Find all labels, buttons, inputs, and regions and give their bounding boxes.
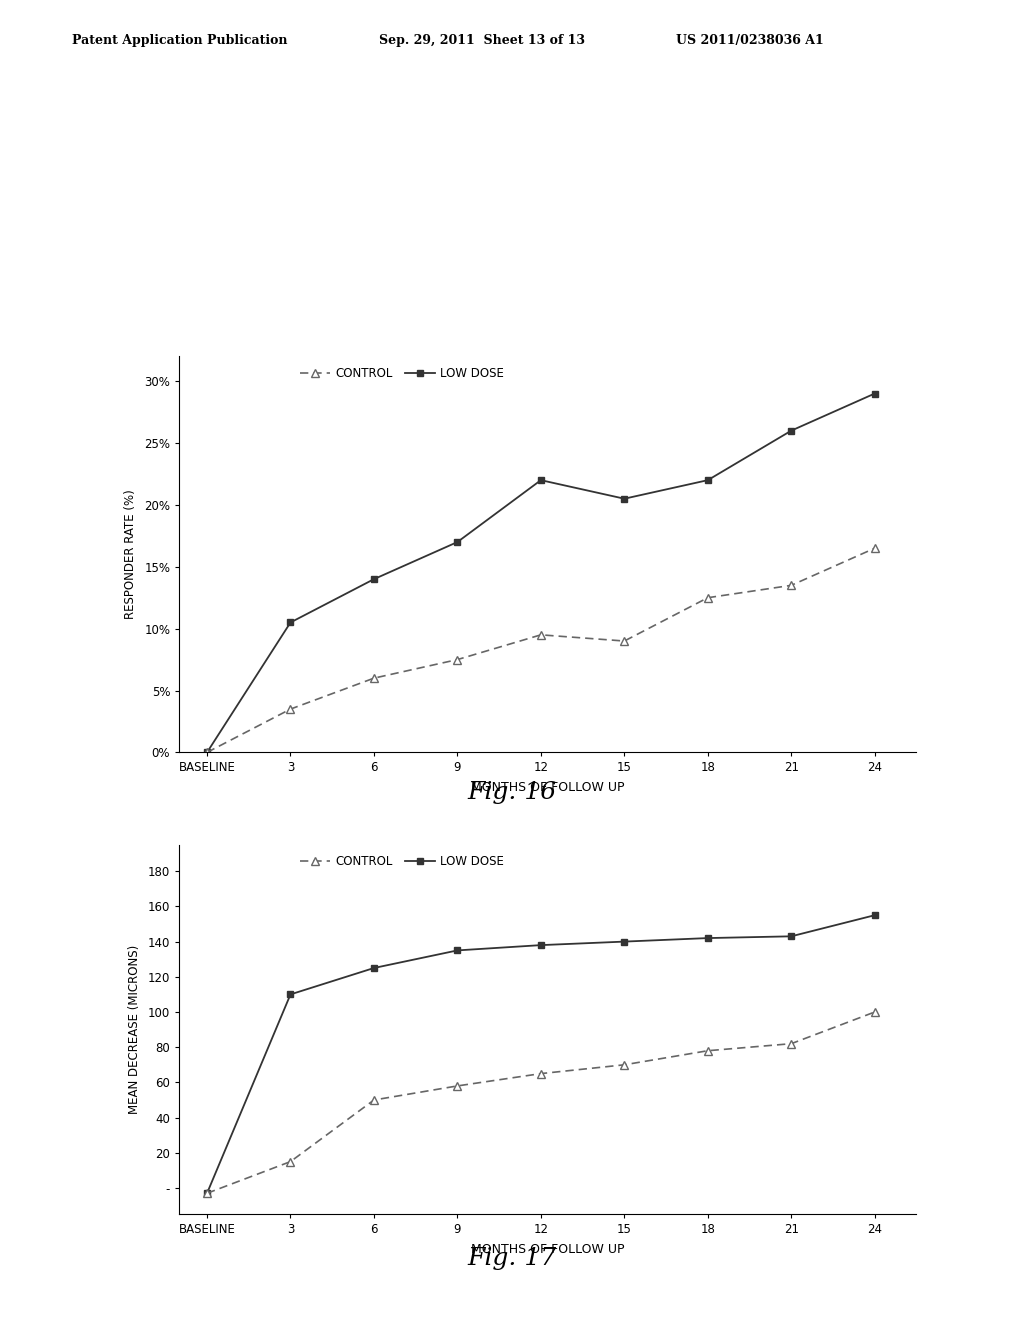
Text: US 2011/0238036 A1: US 2011/0238036 A1 — [676, 33, 823, 46]
Text: Patent Application Publication: Patent Application Publication — [72, 33, 287, 46]
Legend: CONTROL, LOW DOSE: CONTROL, LOW DOSE — [296, 362, 509, 384]
Text: Fig. 17: Fig. 17 — [467, 1246, 557, 1270]
Y-axis label: MEAN DECREASE (MICRONS): MEAN DECREASE (MICRONS) — [128, 945, 141, 1114]
Text: Sep. 29, 2011  Sheet 13 of 13: Sep. 29, 2011 Sheet 13 of 13 — [379, 33, 585, 46]
Legend: CONTROL, LOW DOSE: CONTROL, LOW DOSE — [296, 850, 509, 873]
X-axis label: MONTHS OF FOLLOW UP: MONTHS OF FOLLOW UP — [471, 1243, 625, 1257]
X-axis label: MONTHS OF FOLLOW UP: MONTHS OF FOLLOW UP — [471, 781, 625, 795]
Text: Fig. 16: Fig. 16 — [467, 780, 557, 804]
Y-axis label: RESPONDER RATE (%): RESPONDER RATE (%) — [124, 490, 137, 619]
